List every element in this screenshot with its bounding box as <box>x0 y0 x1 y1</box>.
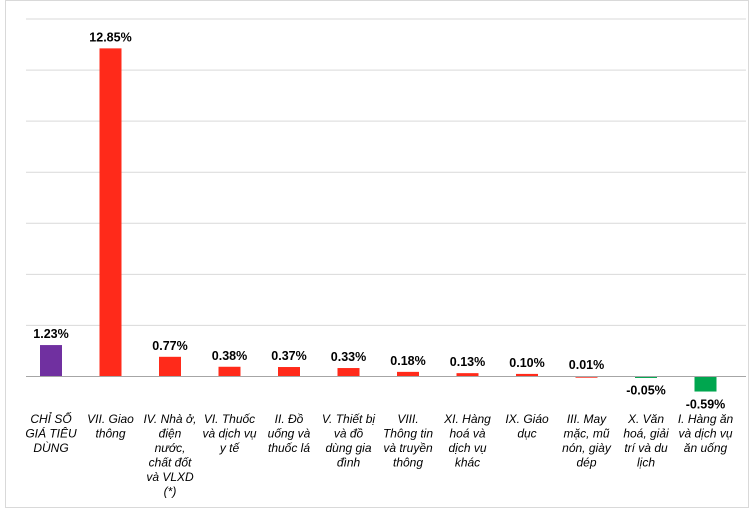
bar <box>337 368 360 377</box>
category-label-line: y tế <box>219 441 241 455</box>
category-label-line: thuốc lá <box>268 441 310 455</box>
bar <box>218 366 241 377</box>
category-label-line: II. Đồ <box>275 412 304 426</box>
category-label-line: thông <box>95 427 125 441</box>
category-label: II. Đồ uống và thuốc lá <box>268 412 311 455</box>
category-label-line: CHỈ SỐ <box>30 411 71 426</box>
bar <box>40 345 62 377</box>
category-label-line: DÙNG <box>33 440 68 455</box>
value-label: 0.01% <box>569 358 604 372</box>
category-label: VI. Thuốc và dịch vụ y tế <box>202 412 256 455</box>
value-label: 12.85% <box>89 30 131 44</box>
category-label-line: và VLXD <box>146 470 194 484</box>
category-label-line: I. Hàng ăn <box>678 412 734 426</box>
bar-chart: 1.23% 12.85% 0.77% 0.38% 0.37% 0.33% 0.18% 0.13… <box>25 18 746 499</box>
value-label: 0.33% <box>331 350 366 364</box>
bar <box>397 371 419 377</box>
category-label-line: và đồ <box>334 427 364 441</box>
category-label-line: nón, giày <box>562 441 612 455</box>
category-label-line: khác <box>455 456 480 470</box>
category-label-line: V. Thiết bị <box>322 412 375 426</box>
bar <box>635 376 657 378</box>
category-label-line: X. Văn <box>627 412 664 426</box>
category-label-line: dép <box>576 456 596 470</box>
category-label: VII. Giao thông <box>87 412 134 441</box>
value-label: 0.77% <box>152 339 187 353</box>
category-label-line: đình <box>337 456 361 470</box>
value-label: 1.23% <box>33 327 68 341</box>
category-label-line: hoá, giải <box>623 427 669 441</box>
category-label-line: Thông tin <box>383 427 433 441</box>
bar <box>694 376 717 392</box>
value-label: 0.38% <box>212 349 247 363</box>
bar <box>99 48 122 377</box>
value-label: -0.05% <box>626 384 666 398</box>
bars <box>40 48 717 392</box>
bar <box>159 356 181 377</box>
category-label-line: III. May <box>567 412 607 426</box>
category-label-line: và dịch vụ <box>678 427 732 441</box>
category-label-line: lịch <box>637 456 655 470</box>
bar <box>516 373 538 377</box>
category-label: III. May mặc, mũ nón, giày dép <box>562 412 612 470</box>
category-label-line: GIÁ TIÊU <box>25 426 77 441</box>
category-label-line: dùng gia <box>325 441 371 455</box>
category-label: X. Văn hoá, giải trí và du lịch <box>623 412 669 470</box>
category-label-line: nước, <box>155 441 186 455</box>
category-label-line: điện <box>159 427 182 441</box>
category-label-line: dịch vụ <box>448 441 486 455</box>
value-label: 0.37% <box>271 349 306 363</box>
category-label: VIII. Thông tin và truyền thông <box>383 412 433 470</box>
gridlines <box>26 18 746 326</box>
category-label-line: dục <box>517 427 536 441</box>
category-label-line: VII. Giao <box>87 412 134 426</box>
chart-frame: 1.23% 12.85% 0.77% 0.38% 0.37% 0.33% 0.18% 0.13… <box>5 0 749 508</box>
category-label: CHỈ SỐ GIÁ TIÊU DÙNG <box>25 411 77 455</box>
category-label-line: chất đốt <box>149 456 192 470</box>
value-label: -0.59% <box>686 398 726 412</box>
category-label-line: hoá và <box>449 427 485 441</box>
category-label: V. Thiết bị và đồ dùng gia đình <box>322 412 375 470</box>
value-label: 0.13% <box>450 355 485 369</box>
category-label-line: trí và du <box>624 441 668 455</box>
category-label-line: IX. Giáo <box>505 412 549 426</box>
category-label-line: XI. Hàng <box>443 412 491 426</box>
category-label: XI. Hàng hoá và dịch vụ khác <box>443 412 491 470</box>
category-label-line: mặc, mũ <box>563 427 609 441</box>
bar <box>456 373 479 377</box>
category-label-line: và truyền <box>383 441 433 455</box>
category-label: I. Hàng ăn và dịch vụ ăn uống <box>678 412 734 455</box>
category-label-line: VI. Thuốc <box>204 412 255 426</box>
value-label: 0.18% <box>390 354 425 368</box>
category-label-line: (*) <box>164 485 177 499</box>
category-label-line: VIII. <box>397 412 418 426</box>
value-label: 0.10% <box>509 356 544 370</box>
value-labels: 1.23% 12.85% 0.77% 0.38% 0.37% 0.33% 0.18% 0.13… <box>33 30 725 411</box>
category-label-line: và dịch vụ <box>202 427 256 441</box>
category-label: IV. Nhà ở, điện nước, chất đốt và VLXD (*) <box>143 412 196 499</box>
category-label-line: ăn uống <box>684 441 728 455</box>
category-label-line: thông <box>393 456 423 470</box>
category-label-line: IV. Nhà ở, <box>143 412 196 426</box>
category-label: IX. Giáo dục <box>505 412 549 441</box>
bar <box>278 367 300 377</box>
category-label-line: uống và <box>268 427 311 441</box>
